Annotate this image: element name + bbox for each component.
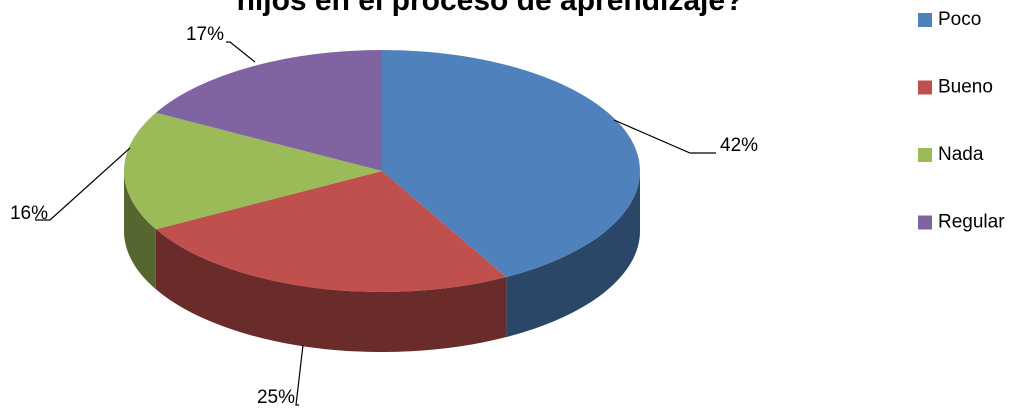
legend-label: Nada: [938, 144, 984, 165]
legend-label: Poco: [938, 9, 981, 30]
pie-slice: [155, 171, 507, 292]
pie-side: [506, 171, 640, 338]
pie-side-shade: [155, 229, 507, 352]
data-label: 42%: [720, 135, 758, 156]
data-label: 25%: [257, 387, 295, 408]
legend-label: Bueno: [938, 77, 993, 98]
pie-side-shade: [124, 171, 156, 290]
pie-slice: [382, 50, 640, 278]
legend-swatch: [918, 148, 932, 162]
data-label: 16%: [10, 203, 48, 224]
leader-line: [35, 147, 131, 221]
legend-label: Regular: [938, 212, 1005, 233]
pie-side-shade: [506, 171, 640, 338]
leader-line: [295, 344, 304, 406]
chart-title: hijos en el proceso de aprendizaje?: [237, 0, 744, 17]
legend-swatch: [918, 80, 932, 95]
pie-side: [155, 229, 507, 352]
pie-slice: [155, 50, 382, 171]
legend-swatch: [918, 215, 932, 230]
legend-swatch: [918, 13, 932, 27]
data-label: 17%: [186, 24, 224, 45]
pie-side: [124, 171, 156, 290]
leader-line: [226, 41, 256, 63]
pie-slice: [123, 112, 382, 230]
leader-line: [613, 119, 716, 154]
